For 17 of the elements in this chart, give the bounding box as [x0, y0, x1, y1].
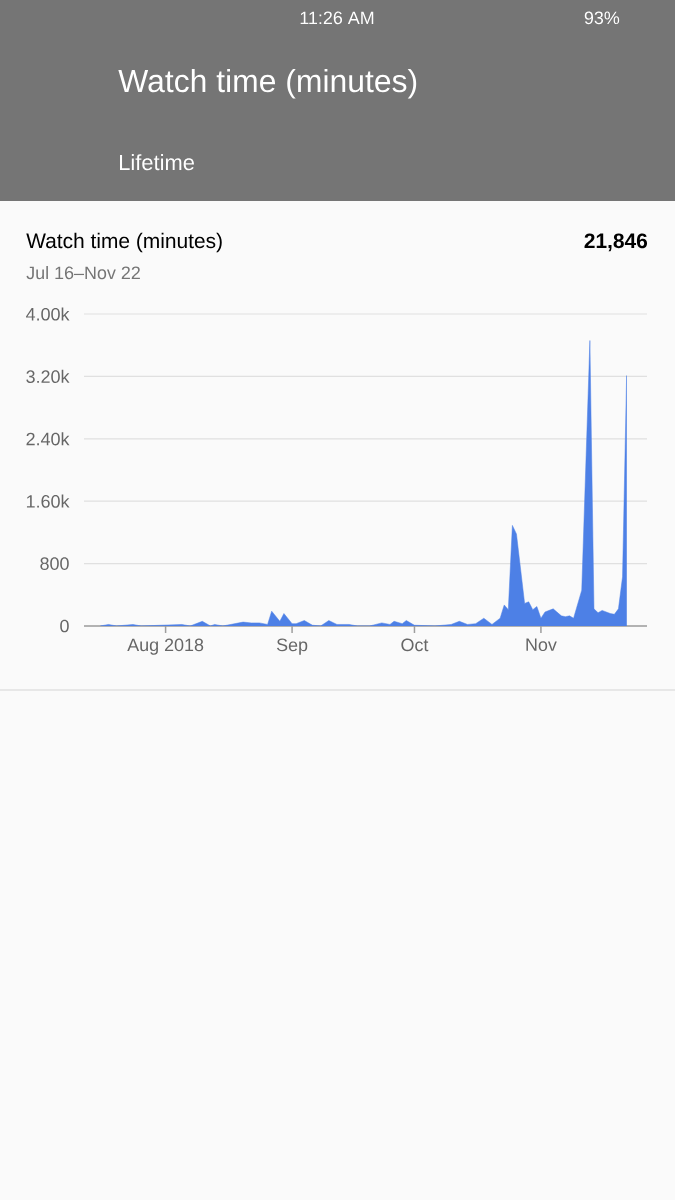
- chart-subtitle: Jul 16–Nov 22: [26, 266, 140, 280]
- text: 93%: [584, 11, 620, 25]
- y-tick-label: 0: [60, 619, 69, 633]
- x-tick-label: Oct: [401, 638, 429, 652]
- x-tick-label: Aug 2018: [127, 638, 204, 655]
- text: Lifetime: [120, 154, 194, 171]
- x-tick-label: Nov: [526, 638, 557, 652]
- y-tick-label: 800: [40, 557, 69, 570]
- text: Watch time (minutes): [118, 68, 417, 99]
- y-tick-label: 2.40k: [26, 432, 70, 446]
- x-tick-label: Sep: [276, 638, 308, 655]
- text: 21,846: [584, 233, 648, 252]
- chart-title: Watch time (minutes): [26, 232, 222, 253]
- y-tick-label: 3.20k: [26, 369, 70, 383]
- y-tick-label: 4.00k: [26, 307, 70, 321]
- text: 11:26 AM: [300, 11, 374, 25]
- y-tick-label: 1.60k: [26, 494, 70, 508]
